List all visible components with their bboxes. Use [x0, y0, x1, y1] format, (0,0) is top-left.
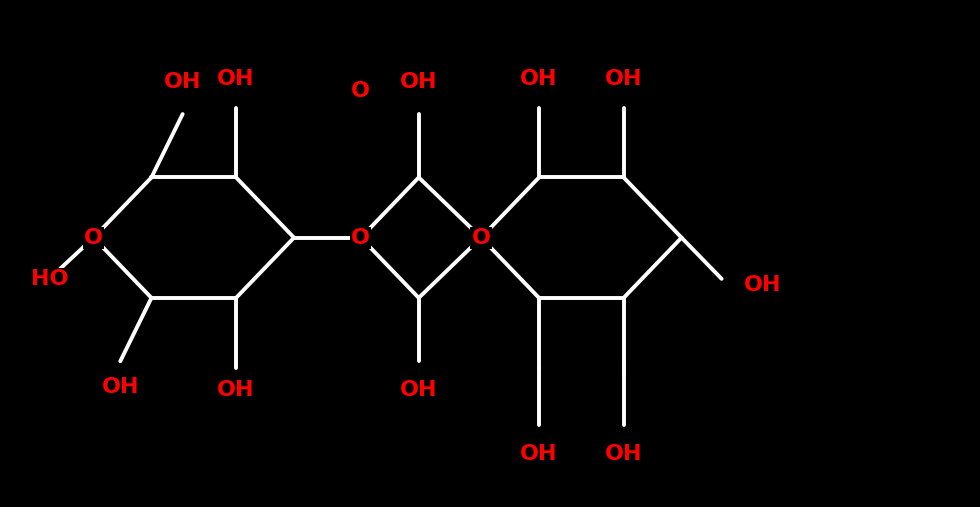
Text: OH: OH [520, 444, 558, 463]
Text: OH: OH [400, 72, 437, 92]
Text: OH: OH [400, 380, 437, 400]
Text: O: O [471, 228, 491, 247]
Text: OH: OH [520, 69, 558, 89]
Text: O: O [84, 228, 103, 247]
Text: OH: OH [744, 275, 781, 295]
Text: HO: HO [31, 269, 69, 289]
Text: OH: OH [605, 69, 642, 89]
Text: O: O [351, 82, 370, 101]
Text: O: O [351, 228, 370, 247]
Text: OH: OH [102, 377, 139, 397]
Text: OH: OH [218, 69, 255, 89]
Text: OH: OH [164, 72, 201, 92]
Text: OH: OH [605, 444, 642, 463]
Text: OH: OH [218, 380, 255, 400]
